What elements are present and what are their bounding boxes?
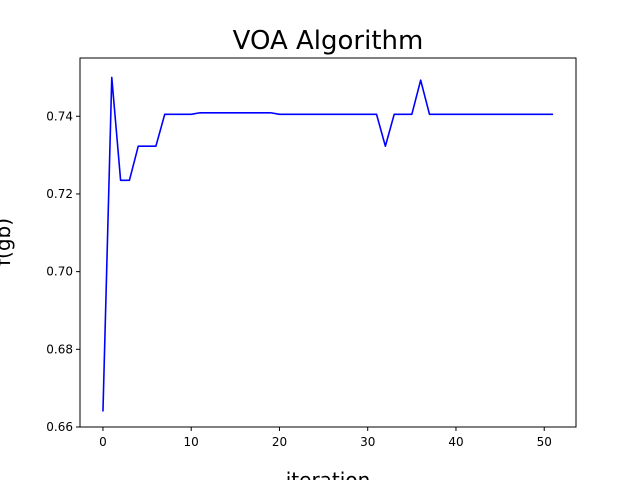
chart-title: VOA Algorithm <box>233 26 424 56</box>
x-axis-label: iteration <box>286 468 371 480</box>
y-tick-label: 0.68 <box>46 342 73 356</box>
x-tick-label: 20 <box>272 435 287 449</box>
x-tick-label: 50 <box>537 435 552 449</box>
y-tick-label: 0.72 <box>46 187 73 201</box>
y-tick-label: 0.66 <box>46 420 73 434</box>
x-tick-label: 30 <box>360 435 375 449</box>
x-axis-ticks: 0 10 20 30 40 50 <box>99 427 552 449</box>
series-line <box>102 76 554 412</box>
x-tick-label: 10 <box>184 435 199 449</box>
x-tick-label: 0 <box>99 435 107 449</box>
y-tick-label: 0.74 <box>46 109 73 123</box>
y-axis-ticks: 0.66 0.68 0.70 0.72 0.74 <box>46 109 80 434</box>
y-axis-label: f(gb) <box>0 218 15 266</box>
series-layer <box>102 76 554 412</box>
x-tick-label: 40 <box>448 435 463 449</box>
plot-area-frame <box>79 57 577 428</box>
y-tick-label: 0.70 <box>46 265 73 279</box>
